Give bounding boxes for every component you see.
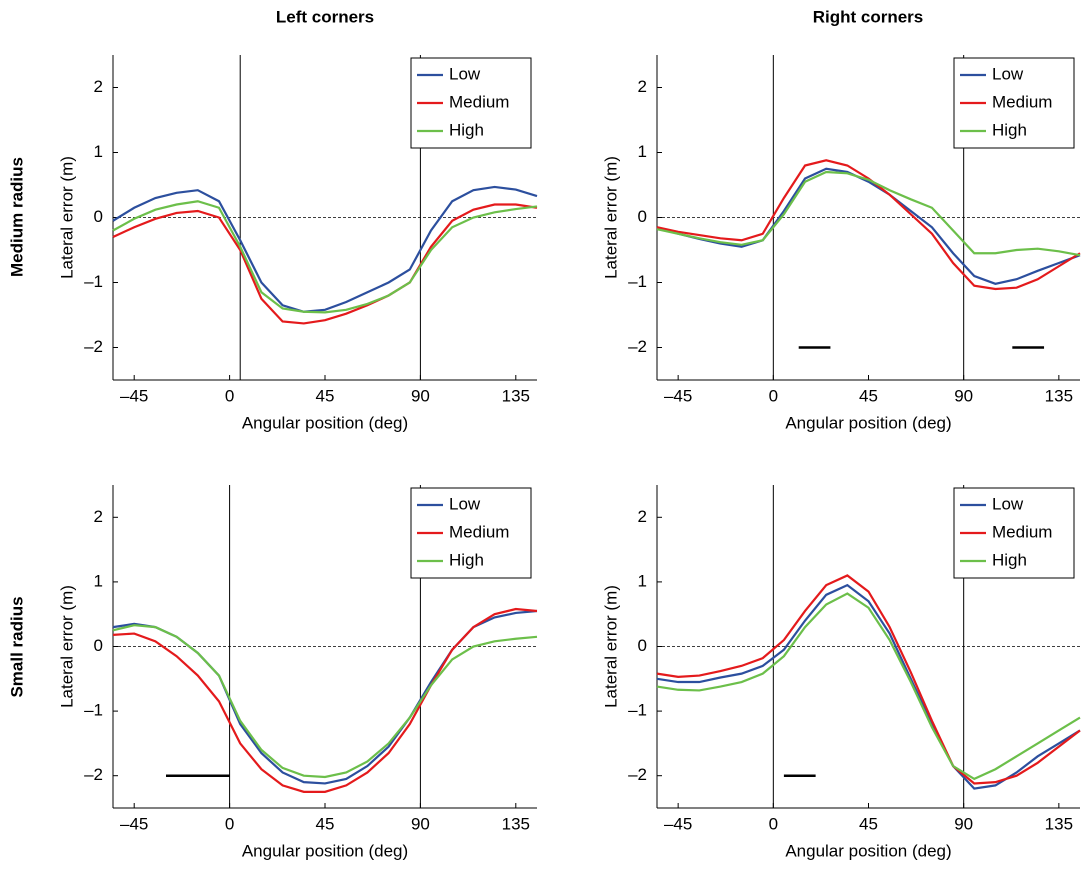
x-tick-label: 0 <box>225 386 234 405</box>
legend-label: Medium <box>992 522 1052 541</box>
y-tick-label: 1 <box>638 571 647 590</box>
x-tick-label: 90 <box>411 814 430 833</box>
series-line <box>112 203 538 325</box>
series-line <box>656 592 1081 781</box>
y-tick-label: –2 <box>628 765 647 784</box>
column-title: Left corners <box>276 7 374 26</box>
panel: –45 0 45 90 135 –2 –1 0 1 2 Angular position (deg)… <box>57 485 538 860</box>
y-tick-label: –2 <box>84 765 103 784</box>
y-axis-label: Lateral error (m) <box>57 585 76 708</box>
x-axis-label: Angular position (deg) <box>242 841 408 860</box>
x-axis-label: Angular position (deg) <box>785 413 951 432</box>
y-tick-label: 1 <box>638 142 647 161</box>
panel: –45 0 45 90 135 –2 –1 0 1 2 Angular position (deg)… <box>57 55 538 432</box>
column-title: Right corners <box>813 7 924 26</box>
y-tick-label: 0 <box>638 207 647 226</box>
x-tick-label: 135 <box>502 814 530 833</box>
row-title: Small radius <box>7 596 26 697</box>
series-line <box>656 170 1081 257</box>
series-line <box>656 574 1081 785</box>
x-tick-label: 135 <box>1045 814 1073 833</box>
legend-label: High <box>992 550 1027 569</box>
x-tick-label: 45 <box>316 814 335 833</box>
x-tick-label: 0 <box>769 386 778 405</box>
series-line <box>656 159 1081 291</box>
series-line <box>112 624 538 779</box>
legend-label: Low <box>992 494 1024 513</box>
legend-label: High <box>449 120 484 139</box>
legend-label: Low <box>449 64 481 83</box>
x-tick-label: 45 <box>316 386 335 405</box>
y-tick-label: 2 <box>94 77 103 96</box>
x-tick-label: 0 <box>225 814 234 833</box>
series-line <box>112 185 538 313</box>
y-tick-label: 2 <box>94 507 103 526</box>
y-tick-label: –1 <box>628 272 647 291</box>
legend-label: Medium <box>992 92 1052 111</box>
x-axis-label: Angular position (deg) <box>242 413 408 432</box>
y-tick-label: –2 <box>628 337 647 356</box>
x-tick-label: –45 <box>664 814 692 833</box>
x-tick-label: 90 <box>411 386 430 405</box>
y-tick-label: –1 <box>84 272 103 291</box>
y-tick-label: 0 <box>94 207 103 226</box>
y-tick-label: 1 <box>94 571 103 590</box>
legend-label: Medium <box>449 522 509 541</box>
x-tick-label: –45 <box>120 386 148 405</box>
x-tick-label: 90 <box>954 386 973 405</box>
y-tick-label: 2 <box>638 77 647 96</box>
y-tick-label: 2 <box>638 507 647 526</box>
legend-label: High <box>992 120 1027 139</box>
x-tick-label: 135 <box>1045 386 1073 405</box>
y-tick-label: 0 <box>638 636 647 655</box>
y-tick-label: 0 <box>94 636 103 655</box>
legend-label: High <box>449 550 484 569</box>
legend-label: Low <box>449 494 481 513</box>
y-tick-label: –2 <box>84 337 103 356</box>
y-axis-label: Lateral error (m) <box>57 156 76 279</box>
series-line <box>112 200 538 314</box>
y-tick-label: –1 <box>84 701 103 720</box>
y-axis-label: Lateral error (m) <box>601 156 620 279</box>
x-tick-label: –45 <box>120 814 148 833</box>
x-tick-label: 0 <box>769 814 778 833</box>
y-tick-label: 1 <box>94 142 103 161</box>
x-tick-label: –45 <box>664 386 692 405</box>
x-axis-label: Angular position (deg) <box>785 841 951 860</box>
series-line <box>656 167 1081 285</box>
x-tick-label: 135 <box>502 386 530 405</box>
row-title: Medium radius <box>7 157 26 277</box>
panel: –45 0 45 90 135 –2 –1 0 1 2 Angular position (deg)… <box>601 485 1081 860</box>
legend-label: Medium <box>449 92 509 111</box>
y-tick-label: –1 <box>628 701 647 720</box>
panel: –45 0 45 90 135 –2 –1 0 1 2 Angular position (deg)… <box>601 55 1081 432</box>
x-tick-label: 90 <box>954 814 973 833</box>
y-axis-label: Lateral error (m) <box>601 585 620 708</box>
legend-label: Low <box>992 64 1024 83</box>
x-tick-label: 45 <box>859 386 878 405</box>
x-tick-label: 45 <box>859 814 878 833</box>
series-line <box>112 607 538 793</box>
